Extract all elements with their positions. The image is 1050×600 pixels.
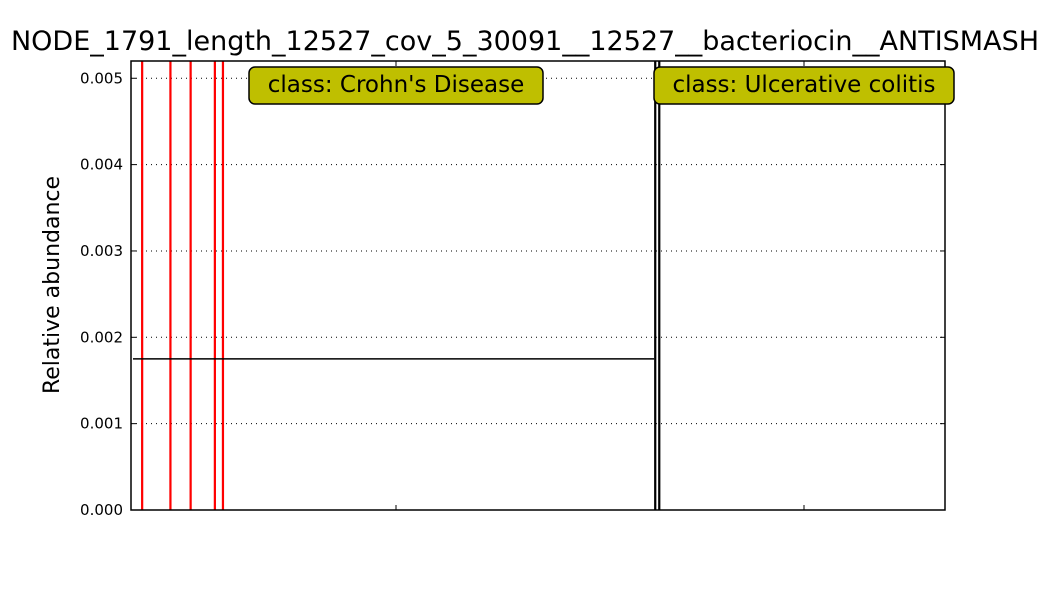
bar bbox=[658, 61, 661, 510]
axis-ticks: 0.000 0.001 0.002 0.003 0.004 0.005 bbox=[80, 61, 945, 519]
class-labels: class: Crohn's Disease class: Ulcerative … bbox=[248, 66, 955, 105]
y-tick-label: 0.003 bbox=[80, 242, 123, 260]
bar bbox=[169, 61, 172, 510]
bar bbox=[213, 61, 216, 510]
y-tick-label: 0.000 bbox=[80, 501, 123, 519]
bar bbox=[654, 61, 657, 510]
y-tick-label: 0.005 bbox=[80, 69, 123, 87]
chart-title: NODE_1791_length_12527_cov_5_30091__1252… bbox=[11, 26, 1039, 57]
y-axis-label: Relative abundance bbox=[40, 176, 65, 394]
bar bbox=[221, 61, 225, 510]
class-label: class: Ulcerative colitis bbox=[672, 72, 935, 98]
bars bbox=[141, 61, 661, 510]
bar bbox=[141, 61, 144, 510]
class-label-box bbox=[653, 66, 955, 105]
y-tick-label: 0.001 bbox=[80, 415, 123, 433]
class-label-box bbox=[248, 66, 544, 105]
y-tick-label: 0.002 bbox=[80, 328, 123, 346]
y-tick-label: 0.004 bbox=[80, 156, 123, 174]
plot-frame bbox=[130, 60, 946, 511]
class-label: class: Crohn's Disease bbox=[268, 72, 524, 98]
bar bbox=[189, 61, 192, 510]
grid-lines bbox=[131, 77, 945, 425]
